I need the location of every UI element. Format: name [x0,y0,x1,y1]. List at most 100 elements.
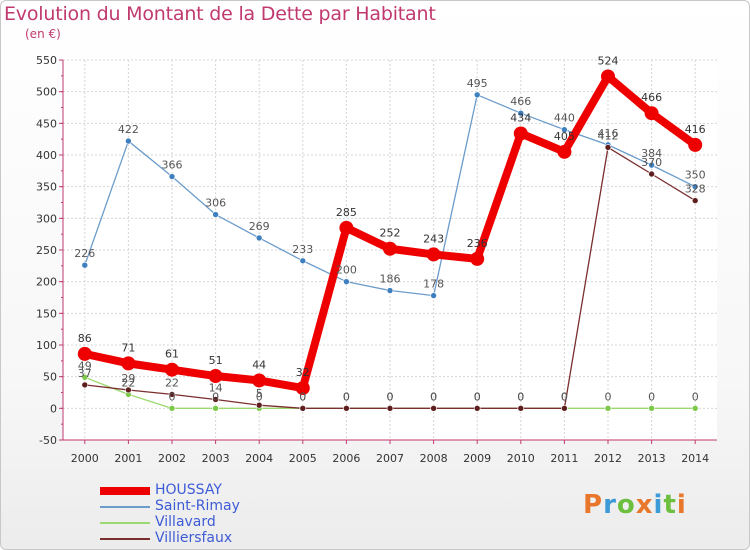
data-point [299,257,307,265]
legend-label: Villiersfaux [155,530,233,546]
data-label: 422 [118,123,139,136]
data-label: 0 [430,390,437,403]
x-tick-label: 2003 [202,452,230,465]
data-label: 37 [78,367,92,380]
y-tick-label: 50 [43,371,57,384]
legend-label: Saint-Rimay [155,498,240,514]
logo-letter: i [676,490,687,520]
data-point [252,373,267,388]
data-label: 285 [336,206,357,219]
data-label: 0 [561,390,568,403]
data-point [691,197,699,204]
y-tick-label: 100 [36,339,57,352]
data-point [212,396,219,403]
data-point [430,292,437,299]
data-label: 0 [648,390,655,403]
logo-letter: i [653,490,664,520]
legend-swatch [100,538,150,540]
legend-swatch [100,487,150,495]
data-label: 0 [430,390,437,403]
y-tick-label: 350 [36,181,57,194]
data-label: 412 [598,129,619,142]
x-tick-label: 2002 [158,452,186,465]
data-label: 416 [598,127,619,140]
legend-swatch [100,506,150,508]
data-label: 200 [336,264,357,277]
logo-letter: t [663,490,677,520]
x-tick-label: 2013 [638,452,666,465]
data-point [513,126,528,141]
x-tick-label: 2009 [463,452,491,465]
data-label: 366 [162,159,183,172]
data-point [604,405,612,412]
data-point [648,405,655,412]
data-point [212,211,219,218]
data-label: 0 [299,390,306,403]
legend-label: HOUSSAY [155,482,222,498]
data-label: 495 [467,77,488,90]
data-label: 186 [380,273,401,286]
data-label: 0 [387,390,394,403]
data-point [517,109,525,117]
data-label: 0 [474,390,481,403]
data-point [604,144,612,151]
data-label: 0 [343,390,350,403]
data-label: 22 [121,376,135,389]
data-label: 524 [598,54,619,67]
data-point [426,247,441,262]
data-label: 0 [692,390,699,403]
data-point [125,137,132,145]
data-label: 14 [209,381,223,394]
y-tick-label: 300 [36,212,57,225]
data-point [383,241,397,256]
data-label: 61 [165,348,179,361]
data-point [81,261,89,269]
y-tick-label: 150 [36,307,57,320]
data-point [343,278,350,285]
data-label: 0 [387,390,394,403]
data-label: 252 [380,227,401,240]
x-tick-label: 2008 [420,452,448,465]
data-label: 416 [685,123,706,136]
data-label: 226 [74,247,95,260]
y-tick-label: -50 [39,434,57,447]
data-label: 370 [641,156,662,169]
data-point [386,287,394,294]
data-point [430,405,437,412]
x-tick-label: 2005 [289,452,317,465]
data-label: 71 [121,341,135,354]
data-label: 178 [423,278,444,291]
y-tick-label: 200 [36,276,57,289]
x-tick-label: 2014 [681,452,709,465]
x-tick-label: 2007 [376,452,404,465]
data-label: 233 [292,243,313,256]
logo-letter: x [635,490,654,520]
y-tick-label: 400 [36,149,57,162]
data-point [561,405,568,412]
data-point [601,69,615,84]
data-point [81,381,89,389]
data-label: 51 [209,354,223,367]
data-point [557,144,572,159]
data-label: 44 [252,358,266,371]
data-point [208,369,223,384]
y-tick-label: 550 [36,54,57,67]
data-point [255,401,263,409]
logo-letter: P [583,490,604,520]
legend-swatch [100,522,150,524]
data-label: 269 [249,220,270,233]
data-point [125,386,132,394]
data-point [168,391,176,398]
data-label: 440 [554,112,575,125]
proxiti-logo: Proxiti [583,490,687,520]
x-tick-label: 2012 [594,452,622,465]
data-point [691,183,699,190]
data-point [517,405,525,412]
data-point [295,381,310,396]
data-point [121,356,136,371]
x-tick-label: 2011 [550,452,578,465]
data-label: 0 [605,390,612,403]
x-tick-label: 2001 [114,452,142,465]
data-label: 466 [510,95,531,108]
